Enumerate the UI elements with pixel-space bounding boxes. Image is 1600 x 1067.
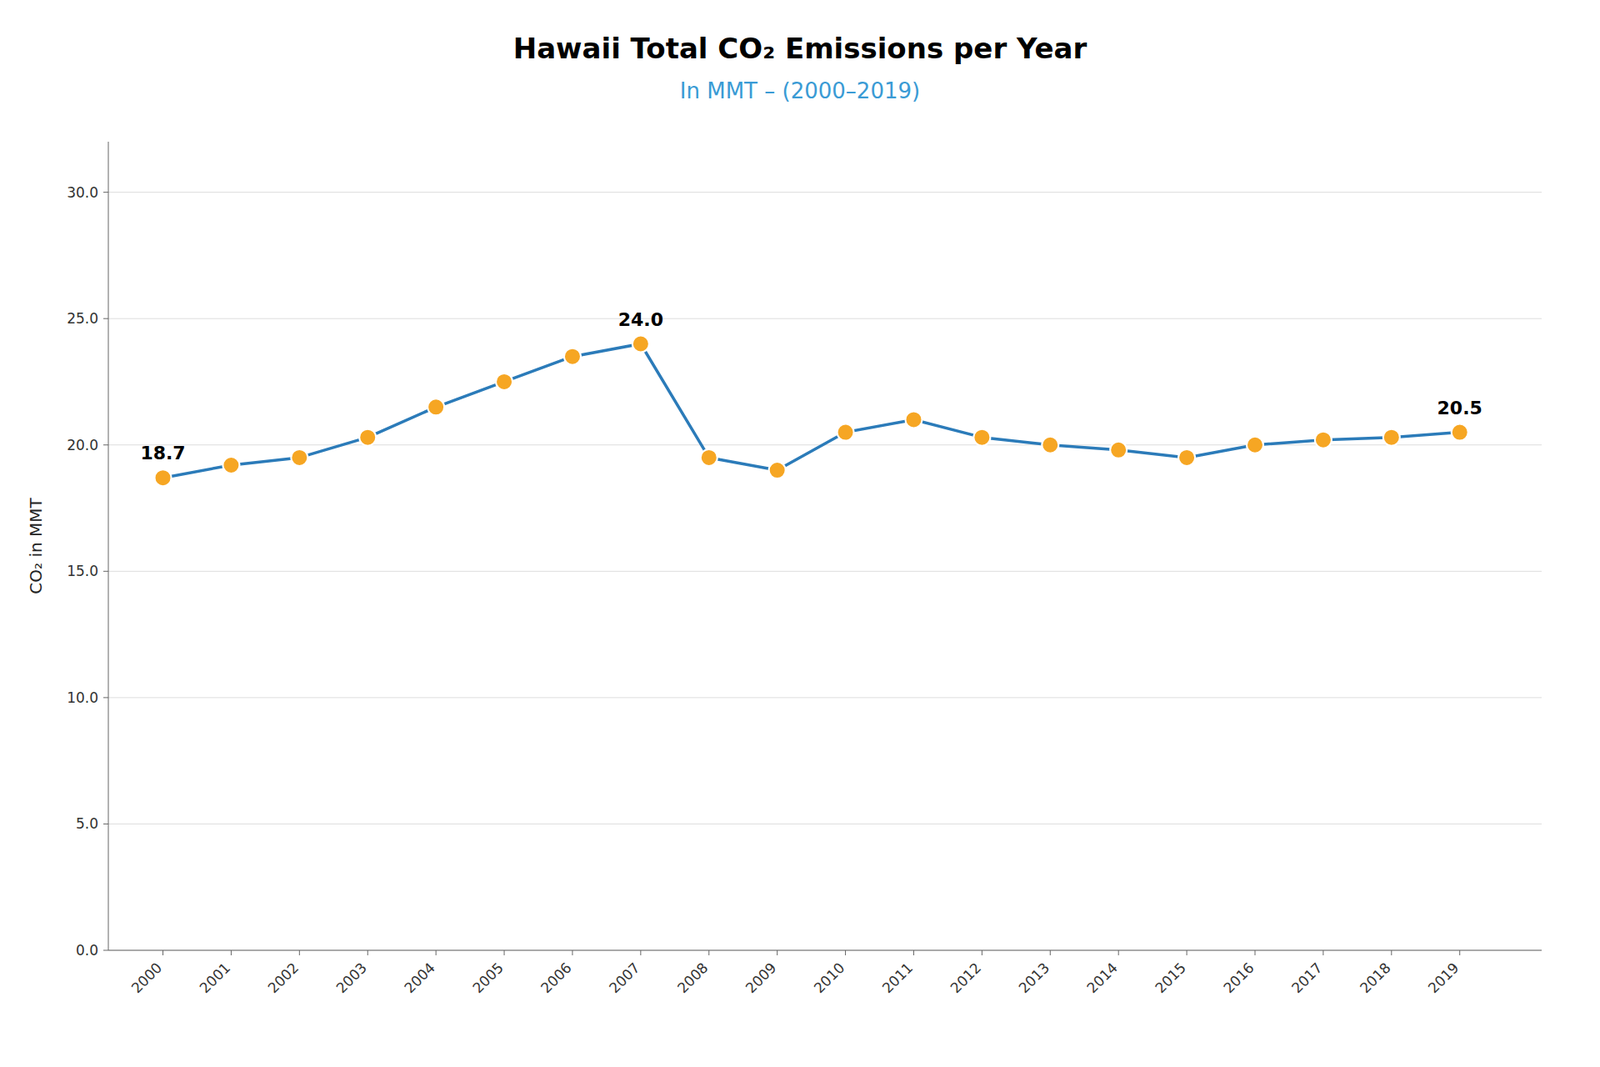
marker (564, 348, 581, 365)
marker (1246, 436, 1264, 454)
x-axis (108, 950, 1542, 951)
grid-line (108, 823, 1542, 825)
y-tick (103, 950, 109, 951)
annotation: 18.7 (140, 442, 185, 464)
x-tick (1459, 950, 1460, 955)
x-tick-label: 2005 (469, 959, 507, 997)
x-tick (1118, 950, 1120, 955)
y-tick (103, 696, 109, 698)
marker (427, 398, 445, 415)
x-tick (981, 950, 983, 955)
x-tick (435, 950, 437, 955)
y-tick (103, 570, 109, 572)
marker (905, 410, 922, 428)
x-tick-label: 2007 (605, 959, 644, 997)
y-axis (108, 141, 110, 950)
x-tick (162, 950, 164, 955)
x-tick-label: 2000 (128, 959, 166, 997)
line (163, 344, 1460, 479)
x-tick-label: 2019 (1425, 959, 1463, 997)
x-tick (367, 950, 369, 955)
y-axis-label: CO₂ in MMT (25, 497, 46, 595)
x-tick (299, 950, 300, 955)
grid-line (108, 696, 1542, 698)
y-tick (103, 318, 109, 320)
x-tick (708, 950, 710, 955)
x-tick (845, 950, 846, 955)
marker (495, 373, 513, 390)
marker (155, 469, 172, 486)
x-tick (1255, 950, 1256, 955)
grid-line (108, 318, 1542, 320)
x-tick-label: 2016 (1220, 959, 1258, 997)
marker (632, 335, 650, 353)
x-tick-label: 2001 (196, 959, 235, 997)
x-tick (640, 950, 641, 955)
x-tick-label: 2002 (264, 959, 302, 997)
grid-line (108, 570, 1542, 572)
x-tick (1186, 950, 1188, 955)
x-tick-label: 2010 (810, 959, 849, 997)
marker (769, 461, 786, 479)
x-tick-label: 2013 (1015, 959, 1053, 997)
data-layer (155, 335, 1469, 487)
marker (1451, 424, 1469, 441)
marker (837, 424, 855, 441)
chart: Hawaii Total CO₂ Emissions per Year In MM… (0, 0, 1600, 1067)
grid-line (108, 191, 1542, 193)
grid-line (108, 950, 1542, 951)
x-tick-label: 2015 (1151, 959, 1190, 997)
y-tick-label: 5.0 (75, 815, 99, 832)
x-tick-label: 2017 (1288, 959, 1326, 997)
x-tick-label: 2012 (946, 959, 985, 997)
x-tick-label: 2011 (879, 959, 917, 997)
marker (700, 449, 718, 466)
y-tick-label: 15.0 (66, 562, 99, 580)
subtitle: In MMT – (2000–2019) (680, 78, 920, 104)
marker (973, 429, 990, 446)
x-tick-label: 2003 (332, 959, 370, 997)
x-tick (913, 950, 915, 955)
x-tick-label: 2009 (742, 959, 780, 997)
x-tick (504, 950, 505, 955)
y-tick (103, 191, 109, 193)
y-tick-label: 30.0 (66, 184, 99, 201)
x-tick (1390, 950, 1392, 955)
marker (290, 449, 308, 466)
annotation: 20.5 (1437, 397, 1483, 419)
x-tick (571, 950, 573, 955)
marker (359, 429, 376, 446)
y-tick (103, 823, 109, 825)
x-tick (230, 950, 232, 955)
x-tick (776, 950, 778, 955)
y-tick-label: 10.0 (66, 689, 99, 706)
y-tick-label: 0.0 (75, 941, 99, 959)
marker (1041, 436, 1059, 454)
x-tick (1322, 950, 1324, 955)
marker (222, 456, 240, 474)
x-tick (1050, 950, 1051, 955)
marker (1383, 429, 1400, 446)
y-tick-label: 20.0 (66, 436, 99, 454)
y-tick (103, 444, 109, 445)
annotation: 24.0 (618, 309, 664, 330)
title: Hawaii Total CO₂ Emissions per Year (513, 31, 1088, 65)
y-grid (108, 192, 1542, 950)
x-tick-label: 2008 (674, 959, 712, 997)
x-tick-label: 2014 (1083, 959, 1121, 997)
marker (1110, 441, 1127, 459)
x-tick-label: 2004 (400, 959, 439, 997)
x-tick-label: 2006 (537, 959, 575, 997)
marker (1315, 431, 1332, 449)
y-tick-label: 25.0 (66, 310, 99, 327)
marker (1178, 449, 1195, 466)
x-tick-label: 2018 (1356, 959, 1395, 997)
